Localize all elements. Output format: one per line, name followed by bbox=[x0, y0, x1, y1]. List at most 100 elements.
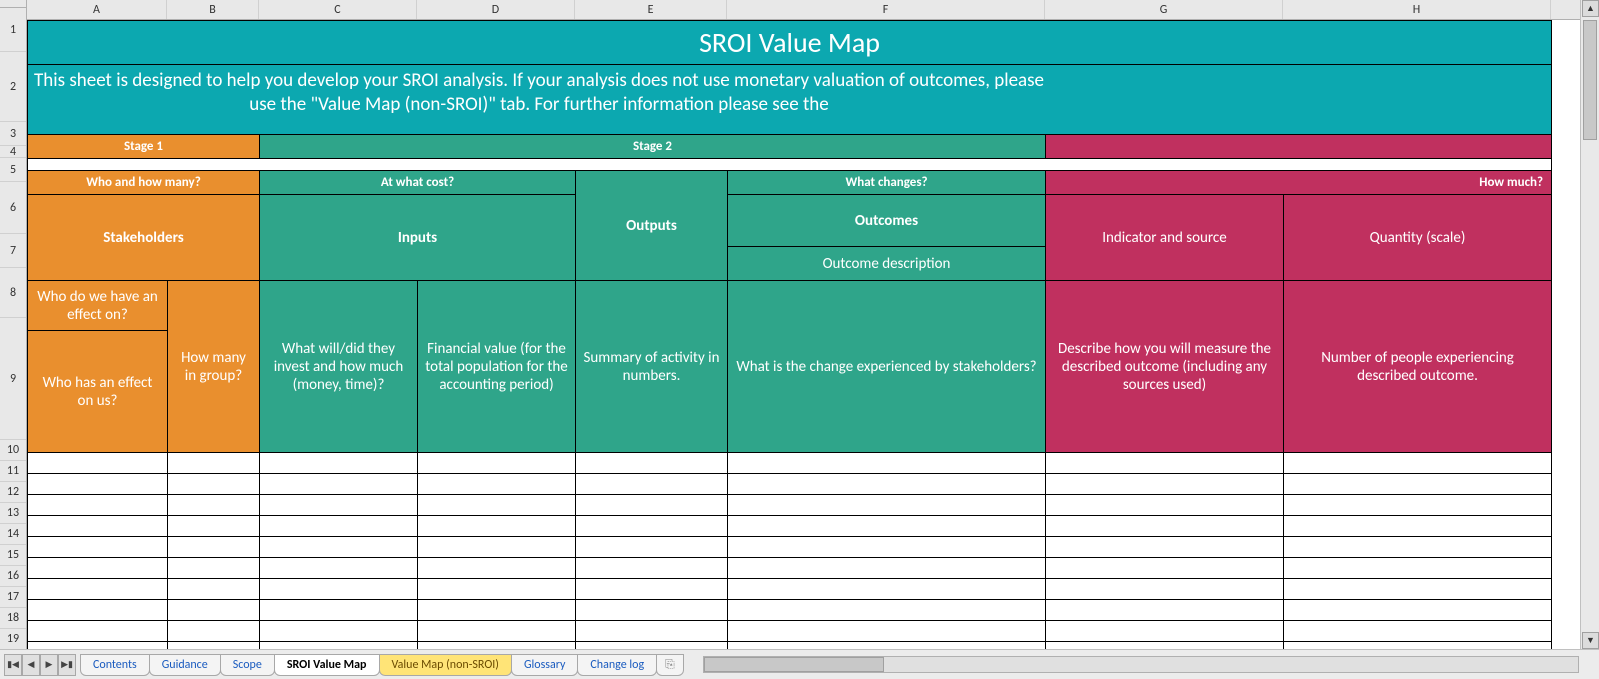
sheet-tab-guidance[interactable]: Guidance bbox=[149, 654, 221, 676]
table-row[interactable] bbox=[28, 516, 1552, 537]
cell[interactable] bbox=[1046, 516, 1284, 537]
column-header-A[interactable]: A bbox=[27, 0, 167, 19]
cell[interactable] bbox=[28, 516, 168, 537]
column-header-B[interactable]: B bbox=[167, 0, 259, 19]
cell[interactable] bbox=[260, 516, 418, 537]
cell[interactable] bbox=[576, 495, 728, 516]
cell[interactable] bbox=[1046, 558, 1284, 579]
cell[interactable] bbox=[728, 474, 1046, 495]
row-3-stages[interactable]: Stage 1 Stage 2 bbox=[28, 135, 1552, 159]
sheet-tab-change-log[interactable]: Change log bbox=[577, 654, 657, 676]
cell[interactable] bbox=[260, 537, 418, 558]
cell[interactable] bbox=[1046, 453, 1284, 474]
cell[interactable] bbox=[418, 453, 576, 474]
cell[interactable] bbox=[1046, 474, 1284, 495]
cell[interactable] bbox=[576, 600, 728, 621]
cell[interactable] bbox=[168, 474, 260, 495]
cell[interactable] bbox=[1046, 579, 1284, 600]
row-header-18[interactable]: 18 bbox=[0, 608, 26, 629]
row-header-10[interactable]: 10 bbox=[0, 440, 26, 461]
row-header-1[interactable]: 1 bbox=[0, 8, 26, 52]
cell[interactable] bbox=[728, 600, 1046, 621]
row-header-14[interactable]: 14 bbox=[0, 524, 26, 545]
row-1[interactable]: SROI Value Map bbox=[28, 21, 1552, 65]
cell[interactable] bbox=[1284, 495, 1552, 516]
table-row[interactable] bbox=[28, 474, 1552, 495]
cell[interactable] bbox=[1284, 474, 1552, 495]
cell[interactable] bbox=[418, 516, 576, 537]
cell[interactable] bbox=[728, 495, 1046, 516]
row-header-2[interactable]: 2 bbox=[0, 52, 26, 122]
cell[interactable] bbox=[260, 600, 418, 621]
cell[interactable] bbox=[418, 558, 576, 579]
cell[interactable] bbox=[1284, 579, 1552, 600]
row-6[interactable]: Stakeholders Inputs Outcomes Indicator a… bbox=[28, 195, 1552, 247]
cell[interactable] bbox=[418, 474, 576, 495]
tab-prev-button[interactable]: ◀ bbox=[22, 654, 40, 676]
row-5-sections[interactable]: Who and how many? At what cost? Outputs … bbox=[28, 171, 1552, 195]
cell[interactable] bbox=[28, 495, 168, 516]
row-header-15[interactable]: 15 bbox=[0, 545, 26, 566]
cell[interactable] bbox=[1046, 621, 1284, 642]
cell[interactable] bbox=[728, 579, 1046, 600]
cell[interactable] bbox=[1046, 495, 1284, 516]
select-all-corner[interactable] bbox=[0, 0, 27, 8]
column-header-F[interactable]: F bbox=[727, 0, 1045, 19]
cell[interactable] bbox=[418, 600, 576, 621]
column-header-H[interactable]: H bbox=[1283, 0, 1551, 19]
cell[interactable] bbox=[168, 558, 260, 579]
cell[interactable] bbox=[418, 621, 576, 642]
cell[interactable] bbox=[1046, 537, 1284, 558]
row-header-4[interactable]: 4 bbox=[0, 146, 26, 158]
column-header-D[interactable]: D bbox=[417, 0, 575, 19]
cell[interactable] bbox=[728, 537, 1046, 558]
cell[interactable] bbox=[418, 495, 576, 516]
row-header-6[interactable]: 6 bbox=[0, 182, 26, 234]
cell[interactable] bbox=[418, 579, 576, 600]
cell[interactable] bbox=[728, 621, 1046, 642]
table-row[interactable] bbox=[28, 453, 1552, 474]
row-header-12[interactable]: 12 bbox=[0, 482, 26, 503]
vertical-scrollbar[interactable]: ▲ ▼ bbox=[1580, 0, 1599, 649]
table-row[interactable] bbox=[28, 558, 1552, 579]
horizontal-scroll-track[interactable] bbox=[703, 656, 1579, 673]
new-sheet-button[interactable]: ⎘ bbox=[656, 654, 684, 676]
cell[interactable] bbox=[576, 516, 728, 537]
row-header-5[interactable]: 5 bbox=[0, 158, 26, 182]
cell[interactable] bbox=[168, 600, 260, 621]
row-2[interactable]: This sheet is designed to help you devel… bbox=[28, 65, 1552, 135]
cell[interactable] bbox=[260, 621, 418, 642]
cell[interactable] bbox=[1284, 537, 1552, 558]
row-header-13[interactable]: 13 bbox=[0, 503, 26, 524]
table-row[interactable] bbox=[28, 600, 1552, 621]
vertical-scroll-thumb[interactable] bbox=[1583, 20, 1597, 140]
tab-next-button[interactable]: ▶ bbox=[40, 654, 58, 676]
cell[interactable] bbox=[28, 453, 168, 474]
sheet-tab-contents[interactable]: Contents bbox=[80, 654, 150, 676]
cell[interactable] bbox=[260, 495, 418, 516]
cell[interactable] bbox=[728, 558, 1046, 579]
cell[interactable] bbox=[28, 474, 168, 495]
cell[interactable] bbox=[168, 495, 260, 516]
table-row[interactable] bbox=[28, 621, 1552, 642]
cell[interactable] bbox=[260, 579, 418, 600]
cell[interactable] bbox=[28, 600, 168, 621]
row-header-19[interactable]: 19 bbox=[0, 629, 26, 650]
column-header-C[interactable]: C bbox=[259, 0, 417, 19]
cell[interactable] bbox=[260, 474, 418, 495]
cell[interactable] bbox=[1284, 516, 1552, 537]
tab-first-button[interactable]: ▮◀ bbox=[4, 654, 22, 676]
cell[interactable] bbox=[576, 537, 728, 558]
cell[interactable] bbox=[576, 558, 728, 579]
cell[interactable] bbox=[168, 537, 260, 558]
cell[interactable] bbox=[28, 537, 168, 558]
cell[interactable] bbox=[576, 621, 728, 642]
scroll-up-button[interactable]: ▲ bbox=[1582, 0, 1599, 17]
cell[interactable] bbox=[728, 516, 1046, 537]
scroll-down-button[interactable]: ▼ bbox=[1582, 632, 1599, 649]
cell[interactable] bbox=[168, 516, 260, 537]
row-header-16[interactable]: 16 bbox=[0, 566, 26, 587]
tab-last-button[interactable]: ▶▮ bbox=[58, 654, 76, 676]
cell[interactable] bbox=[1284, 453, 1552, 474]
cell[interactable] bbox=[576, 579, 728, 600]
